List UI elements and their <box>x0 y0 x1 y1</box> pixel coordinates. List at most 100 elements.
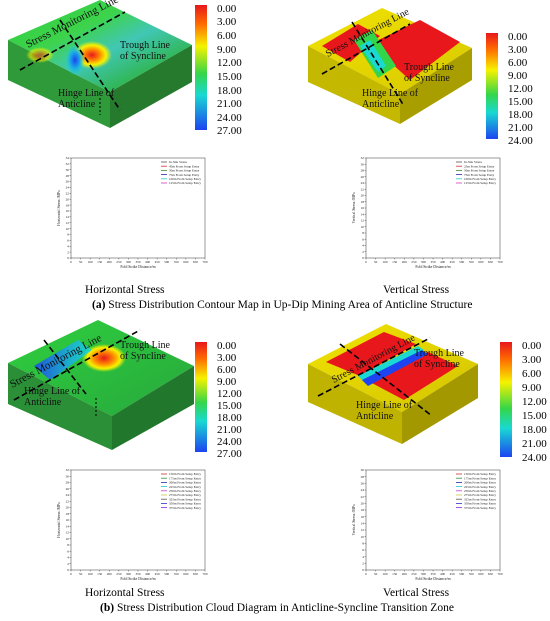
x-tick-label: 500 <box>164 572 169 576</box>
x-tick-label: 650 <box>193 572 198 576</box>
vertical-stress-label-b: Vertical Stress <box>383 587 450 599</box>
legend-label: 24.00 <box>217 436 242 448</box>
legend-entry: 225m From Setup Entry <box>464 485 496 489</box>
x-tick-label: 400 <box>440 260 445 264</box>
legend-entry: 50m From Setup Entry <box>169 169 200 173</box>
x-tick-label: 300 <box>421 572 426 576</box>
legend-entry: 375m From Setup Entry <box>464 506 496 510</box>
line-chart-b-vertical: 0 50 100 150 200 250 300 350 400 450 500 550 600 650 7… <box>350 462 510 582</box>
x-tick-label: 650 <box>488 572 493 576</box>
legend-label: 3.00 <box>522 354 542 366</box>
y-tick-label: 4 <box>67 556 69 560</box>
y-tick-label: 16 <box>361 515 365 519</box>
colorbar <box>195 5 207 130</box>
caption-a-text: Stress Distribution Contour Map in Up-Di… <box>105 299 473 311</box>
x-tick-label: 400 <box>145 572 150 576</box>
plot-frame <box>70 157 206 259</box>
color-legend-b-left: 0.00 3.00 6.00 9.00 12.00 15.00 18.00 21… <box>195 341 285 460</box>
line-chart-a-horizontal: 0 50 100 150 200 250 300 350 400 450 500 550 600 650 7… <box>55 150 215 270</box>
y-tick-label: 12 <box>66 531 70 535</box>
y-tick-label: 2 <box>362 562 364 566</box>
x-axis-label: Fold Strike Distance/m <box>415 577 450 581</box>
x-tick-label: 550 <box>174 572 179 576</box>
x-tick-label: 100 <box>88 572 93 576</box>
legend-entry: 375m From Setup Entry <box>169 506 201 510</box>
legend-label: 15.00 <box>522 410 547 422</box>
y-tick-label: 30 <box>66 474 70 478</box>
y-tick-label: 26 <box>361 482 365 486</box>
caption-b: (b) Stress Distribution Cloud Diagram in… <box>100 602 454 614</box>
x-tick-label: 500 <box>164 260 169 264</box>
x-tick-label: 600 <box>478 260 483 264</box>
x-tick-label: 400 <box>145 260 150 264</box>
x-tick-label: 100 <box>383 260 388 264</box>
x-tick-label: 550 <box>469 260 474 264</box>
contour-map-b-horizontal: Stress Monitoring Line Trough Line of Sy… <box>0 318 200 453</box>
y-tick-label: 8 <box>67 233 69 237</box>
x-tick-label: 100 <box>383 572 388 576</box>
y-tick-label: 10 <box>66 537 70 541</box>
x-tick-label: 50 <box>374 260 378 264</box>
x-tick-label: 350 <box>135 260 140 264</box>
x-tick-label: 700 <box>497 572 502 576</box>
legend-label: 24.00 <box>508 135 533 147</box>
y-axis-label: Vertical Stress /MPa <box>352 192 356 223</box>
legend-label: 0.00 <box>508 31 528 43</box>
y-tick-label: 18 <box>66 203 70 207</box>
y-tick-label: 14 <box>361 212 365 216</box>
y-tick-label: 8 <box>362 231 364 235</box>
legend-entry: 45m From Setup Entry <box>169 164 200 168</box>
legend-entry: 325m From Setup Entry <box>169 497 201 501</box>
trough-line-label: Trough Line of Syncline <box>120 340 170 362</box>
legend-entry: 350m From Setup Entry <box>464 502 496 506</box>
y-tick-label: 24 <box>361 181 365 185</box>
y-tick-label: 20 <box>66 506 70 510</box>
legend-label: 9.00 <box>217 376 237 388</box>
legend-label: 27.00 <box>217 448 242 460</box>
trough-line-label: Trough Line of Syncline <box>414 348 464 370</box>
y-tick-label: 26 <box>361 175 365 179</box>
legend-label: 3.00 <box>217 16 237 28</box>
x-tick-label: 300 <box>126 572 131 576</box>
y-tick-label: 18 <box>361 508 365 512</box>
y-tick-label: 16 <box>361 206 365 210</box>
y-tick-label: 12 <box>66 221 70 225</box>
contour-map-b-vertical: Stress Monitoring Line Trough Line of Sy… <box>300 322 485 447</box>
colorbar <box>486 33 498 139</box>
y-tick-label: 28 <box>361 169 365 173</box>
y-tick-label: 34 <box>66 156 70 160</box>
y-tick-label: 12 <box>361 528 365 532</box>
legend-entry: 125m From Setup Entry <box>464 181 496 185</box>
x-tick-label: 600 <box>183 572 188 576</box>
y-tick-label: 28 <box>66 174 70 178</box>
y-tick-label: 26 <box>66 487 70 491</box>
y-tick-label: 8 <box>362 542 364 546</box>
y-tick-label: 24 <box>66 493 70 497</box>
x-tick-label: 450 <box>155 260 160 264</box>
legend-label: 12.00 <box>522 396 547 408</box>
y-axis-label: Horizontal Stress /MPa <box>57 190 61 226</box>
y-tick-label: 20 <box>66 197 70 201</box>
legend-label: 6.00 <box>522 368 542 380</box>
y-tick-label: 14 <box>66 215 70 219</box>
contour-map-a-vertical: Stress Monitoring Line Trough Line of Sy… <box>300 6 480 128</box>
chart-svg: 0 50 100 150 200 250 300 350 400 450 500 550 600 650 7… <box>57 468 208 581</box>
x-tick-label: 50 <box>79 260 83 264</box>
y-tick-label: 16 <box>66 518 70 522</box>
y-tick-label: 26 <box>66 180 70 184</box>
y-tick-label: 0 <box>362 256 364 260</box>
x-tick-label: 200 <box>107 572 112 576</box>
y-tick-label: 8 <box>67 543 69 547</box>
y-tick-label: 2 <box>362 250 364 254</box>
legend-label: 6.00 <box>217 30 237 42</box>
x-tick-label: 250 <box>116 572 121 576</box>
y-tick-label: 28 <box>66 481 70 485</box>
colorbar <box>500 342 512 457</box>
x-tick-label: 50 <box>79 572 83 576</box>
x-tick-label: 650 <box>193 260 198 264</box>
legend-entry: 50m From Setup Entry <box>464 169 495 173</box>
legend-label: 6.00 <box>508 57 528 69</box>
x-axis-label: Fold Strike Distance/m <box>120 577 155 581</box>
y-tick-label: 14 <box>66 524 70 528</box>
caption-b-text: Stress Distribution Cloud Diagram in Ant… <box>114 602 454 614</box>
